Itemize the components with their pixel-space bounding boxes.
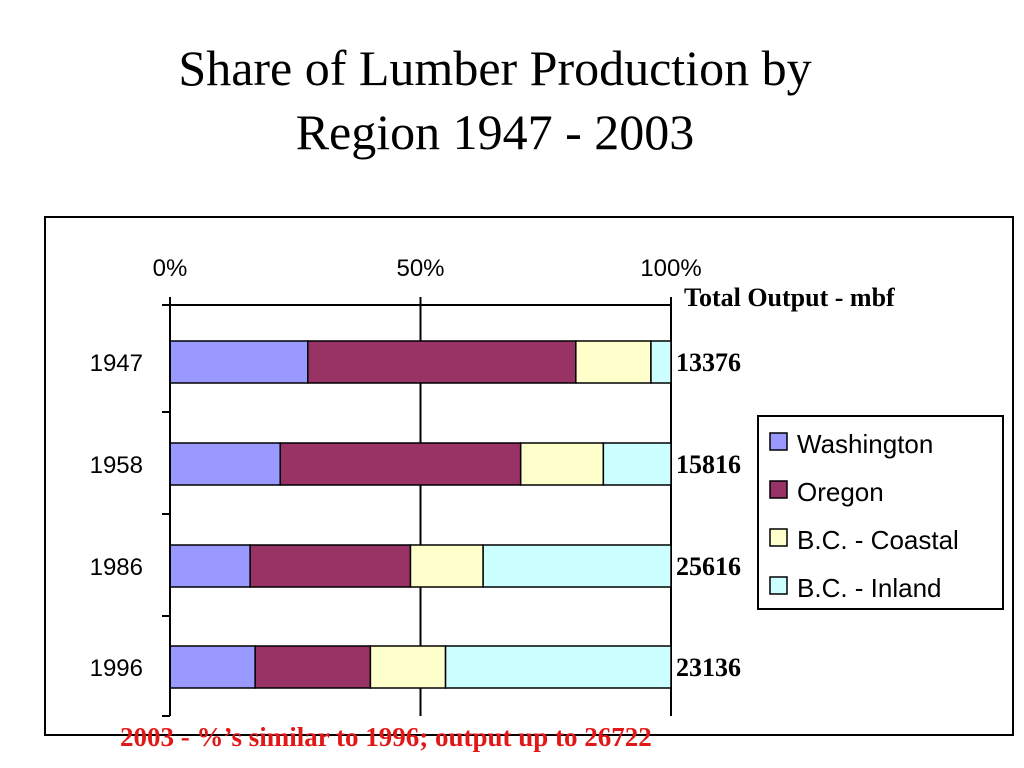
bar-1958-oregon: [279, 442, 522, 486]
bar-1947-b-c-coastal: [575, 340, 652, 384]
x-tick-label-100: 100%: [640, 255, 701, 282]
y-tick-label-1986: 1986: [90, 554, 143, 581]
x-tick-label-0: 0%: [153, 255, 188, 282]
bar-1986-washington: [169, 544, 251, 588]
legend-swatch-washington: [769, 432, 788, 451]
total-1986: 25616: [676, 552, 741, 581]
legend-label-washington: Washington: [797, 429, 933, 459]
chart-frame: [44, 216, 1014, 736]
legend-swatch-b-c-coastal: [769, 528, 788, 547]
y-tick-label-1958: 1958: [90, 452, 143, 479]
x-tick-label-50: 50%: [396, 255, 444, 282]
title-line-2: Region 1947 - 2003: [295, 104, 695, 160]
bar-1996-b-c-inland: [444, 645, 672, 689]
total-1996: 23136: [676, 653, 741, 682]
bar-1996-oregon: [254, 645, 372, 689]
bar-1986-oregon: [249, 544, 412, 588]
bar-1986-b-c-coastal: [409, 544, 484, 588]
bar-1947-oregon: [307, 340, 577, 384]
total-1947: 13376: [676, 348, 741, 377]
total-1958: 15816: [676, 450, 741, 479]
legend-label-b-c-coastal: B.C. - Coastal: [797, 525, 959, 555]
y-tick-label-1947: 1947: [90, 350, 143, 377]
page-title: Share of Lumber Production by Region 194…: [0, 36, 990, 164]
totals-header: Total Output - mbf: [684, 283, 895, 312]
legend-label-oregon: Oregon: [797, 477, 884, 507]
bar-1958-b-c-inland: [602, 442, 672, 486]
y-tick-label-1996: 1996: [90, 655, 143, 682]
legend-swatch-oregon: [769, 480, 788, 499]
title-line-1: Share of Lumber Production by: [178, 40, 812, 96]
bar-1986-b-c-inland: [482, 544, 672, 588]
bar-1996-b-c-coastal: [369, 645, 447, 689]
legend-label-b-c-inland: B.C. - Inland: [797, 573, 942, 603]
bar-1947-b-c-inland: [650, 340, 672, 384]
legend-box: [757, 415, 1004, 610]
legend-swatch-b-c-inland: [769, 576, 788, 595]
footnote: 2003 - %’s similar to 1996; output up to…: [120, 722, 652, 752]
bar-1958-washington: [169, 442, 281, 486]
bar-1996-washington: [169, 645, 256, 689]
bar-1958-b-c-coastal: [519, 442, 605, 486]
bar-1947-washington: [169, 340, 309, 384]
